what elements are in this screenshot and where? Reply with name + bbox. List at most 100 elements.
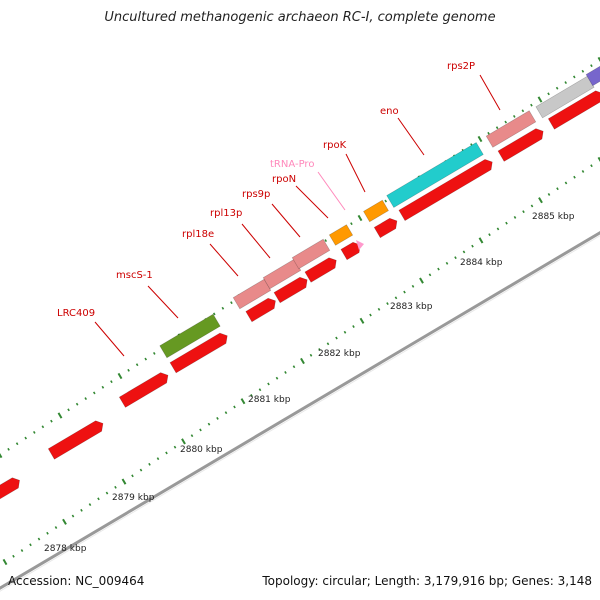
lower-tick	[37, 537, 41, 541]
upper-tick	[221, 306, 225, 310]
lower-tick	[335, 336, 338, 340]
lower-tick	[547, 193, 551, 196]
rpl18e-rna	[232, 278, 272, 310]
cds-gene	[47, 420, 104, 460]
upper-tick	[357, 214, 363, 222]
kbp-label: 2881 kbp	[248, 395, 291, 405]
cds-gene	[340, 241, 361, 261]
lower-tick	[12, 554, 15, 558]
upper-tick	[230, 301, 233, 305]
lower-tick	[581, 170, 585, 173]
upper-tick	[324, 239, 328, 243]
lower-tick	[181, 438, 186, 445]
gene-leader-line	[295, 185, 329, 219]
upper-tick	[32, 430, 36, 434]
cds-gene	[245, 297, 276, 323]
lower-tick	[590, 164, 593, 168]
upper-tick	[110, 380, 113, 384]
upper-tick	[75, 402, 79, 406]
backbone-line	[0, 230, 600, 590]
rpon-gene	[328, 224, 354, 246]
gene-label-rps2p: rps2P	[447, 61, 475, 72]
lower-tick	[369, 313, 372, 317]
lower-tick	[139, 468, 143, 472]
lower-tick	[300, 357, 305, 365]
kbp-label: 2883 kbp	[390, 302, 433, 312]
kbp-label: 2878 kbp	[44, 544, 87, 554]
cds-gene	[169, 332, 228, 374]
upper-tick	[152, 351, 156, 355]
accession-text: Accession: NC_009464	[8, 574, 145, 588]
upper-tick	[521, 109, 525, 113]
upper-tick	[67, 408, 70, 412]
lower-tick	[538, 197, 543, 204]
upper-tick	[127, 368, 130, 372]
cds-gene	[497, 128, 544, 162]
upper-tick	[144, 357, 148, 361]
lower-tick	[258, 388, 262, 392]
upper-tick	[41, 425, 45, 429]
lower-tick	[343, 330, 347, 334]
gene-leader-line	[94, 321, 125, 357]
mscs-gene	[159, 313, 221, 359]
lower-tick	[173, 445, 177, 449]
lower-tick	[121, 478, 127, 485]
upper-tick	[384, 199, 388, 203]
cds-gene	[547, 90, 600, 130]
lower-tick	[88, 503, 92, 507]
lower-tick	[54, 526, 58, 529]
rpok-gene	[363, 199, 389, 223]
upper-tick	[530, 103, 533, 107]
upper-tick	[92, 391, 96, 395]
upper-tick	[0, 453, 3, 459]
lower-tick	[454, 256, 457, 260]
gene-label-rps9p: rps9p	[242, 189, 270, 200]
upper-tick	[495, 126, 499, 130]
gene-leader-line	[345, 153, 366, 193]
lower-tick	[377, 307, 381, 311]
upper-tick	[24, 436, 28, 440]
upper-tick	[555, 86, 559, 90]
lower-tick	[394, 296, 398, 300]
upper-tick	[117, 372, 123, 380]
lower-tick	[505, 221, 508, 225]
upper-tick	[487, 131, 490, 135]
lower-tick	[284, 371, 287, 374]
map-title: Uncultured methanogenic archaeon RC-I, c…	[104, 10, 496, 25]
upper-tick	[212, 312, 216, 316]
backbone-layer	[0, 230, 600, 592]
lower-tick	[403, 290, 406, 294]
lower-tick	[462, 250, 466, 254]
lower-tick	[318, 348, 321, 351]
lower-tick	[250, 394, 253, 397]
features-layer	[0, 65, 600, 500]
lower-tick	[80, 508, 83, 512]
lower-tick	[2, 558, 8, 566]
cds-gene	[0, 477, 20, 500]
lower-tick	[156, 457, 160, 461]
lower-tick	[352, 325, 355, 328]
lower-tick	[46, 531, 49, 535]
cds-gene	[398, 159, 493, 222]
lower-tick	[522, 210, 525, 214]
gene-leader-line	[147, 285, 179, 319]
rpl13p-rna	[262, 258, 302, 290]
gene-leader-line	[397, 117, 425, 156]
lower-tick	[445, 261, 449, 265]
lower-tick	[411, 284, 415, 288]
trna-pro-gene	[356, 240, 364, 250]
lower-tick	[114, 485, 117, 489]
kbp-label: 2885 kbp	[532, 212, 575, 222]
lower-tick	[478, 237, 484, 244]
gene-leader-line	[479, 74, 501, 111]
lower-tick	[437, 267, 440, 271]
upper-tick	[350, 222, 353, 226]
lower-tick	[564, 181, 568, 185]
upper-tick	[101, 385, 105, 389]
gene-label-mscs-1: mscS-1	[116, 270, 153, 281]
lower-tick	[597, 156, 600, 162]
lower-tick	[556, 187, 559, 191]
gene-leader-line	[209, 243, 239, 277]
lower-tick	[224, 411, 228, 415]
